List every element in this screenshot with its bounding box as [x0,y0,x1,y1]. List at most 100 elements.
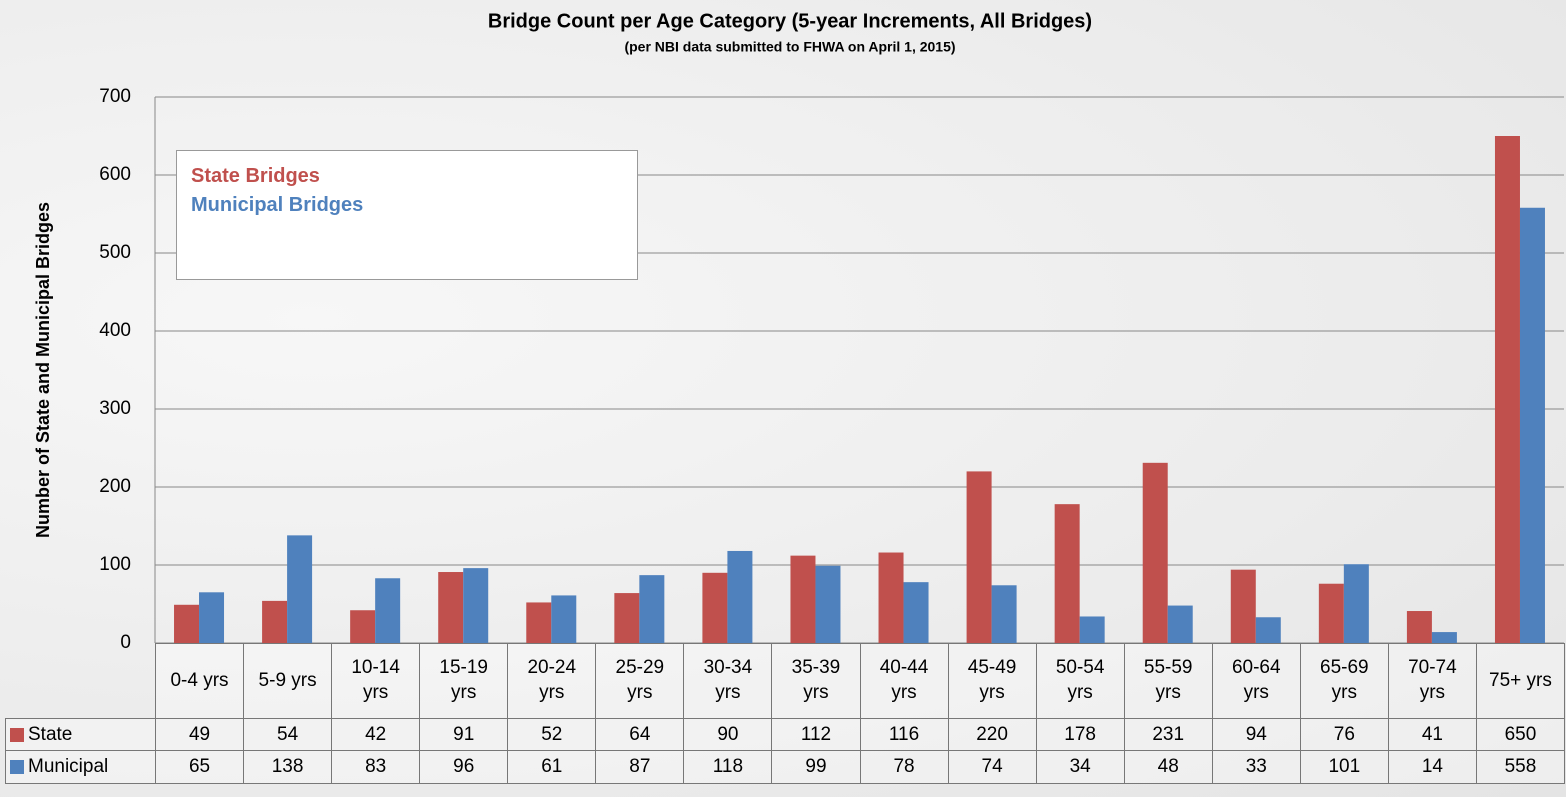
bar [639,575,665,643]
x-tick-label: 50-54 yrs [1055,657,1105,703]
x-tick-label: 45-49 yrs [967,657,1017,703]
x-tick-label: 40-44 yrs [879,657,929,703]
x-tick-label: 5-9 yrs [258,669,317,691]
table-value: 74 [947,750,1037,784]
table-value: 64 [595,718,685,751]
table-value: 650 [1475,718,1565,751]
bar [1343,564,1369,643]
bar [1255,617,1281,643]
x-tick-label: 20-24 yrs [527,657,577,703]
x-tick-label: 65-69 yrs [1320,657,1369,703]
category-cell: 35-39 yrs [771,643,861,719]
table-value: 178 [1035,718,1125,751]
category-cell: 15-19 yrs [419,643,509,719]
bar [438,572,464,643]
table-value: 42 [331,718,421,751]
table-value: 14 [1387,750,1477,784]
y-tick-label: 300 [99,398,131,419]
bar [1230,569,1256,643]
table-value: 87 [595,750,685,784]
table-value: 65 [155,750,245,784]
y-tick-label: 200 [99,476,131,497]
category-cell: 20-24 yrs [507,643,597,719]
legend: State Bridges Municipal Bridges [176,150,638,280]
bar [375,578,401,643]
table-value: 220 [947,718,1037,751]
table-value: 116 [859,718,949,751]
y-tick-label: 600 [99,164,131,185]
table-value: 76 [1299,718,1389,751]
legend-key [10,760,24,774]
y-tick-label: 100 [99,554,131,575]
table-value: 90 [683,718,773,751]
table-value: 49 [155,718,245,751]
table-value: 83 [331,750,421,784]
bar [1318,583,1344,643]
category-cell: 55-59 yrs [1123,643,1213,719]
category-cell: 30-34 yrs [683,643,773,719]
x-tick-label: 30-34 yrs [703,657,753,703]
table-value: 52 [507,718,597,751]
category-cell: 0-4 yrs [155,643,245,719]
category-cell: 5-9 yrs [243,643,333,719]
table-value: 99 [771,750,861,784]
table-value: 34 [1035,750,1125,784]
table-value: 101 [1299,750,1389,784]
table-value: 231 [1123,718,1213,751]
y-axis-label: Number of State and Municipal Bridges [33,202,53,538]
bar [350,610,376,643]
table-value: 118 [683,750,773,784]
y-tick-label: 0 [120,632,131,653]
x-tick-label: 0-4 yrs [170,669,229,691]
bar [815,565,841,643]
table-value: 33 [1211,750,1301,784]
table-row-header: Municipal [5,750,156,784]
category-cell: 40-44 yrs [859,643,949,719]
table-value: 41 [1387,718,1477,751]
bar [1519,207,1545,643]
bar [966,471,992,643]
chart-subtitle: (per NBI data submitted to FHWA on April… [624,39,955,55]
table-value: 48 [1123,750,1213,784]
bar [262,600,288,643]
bar [878,552,904,643]
y-tick-label: 500 [99,242,131,263]
category-cell: 50-54 yrs [1035,643,1125,719]
category-cell: 25-29 yrs [595,643,685,719]
table-value: 112 [771,718,861,751]
series-name: State [28,723,73,745]
bar [551,595,577,643]
x-tick-label: 15-19 yrs [439,657,489,703]
series-name: Municipal [28,756,109,777]
bar [991,585,1017,643]
table-value: 96 [419,750,509,784]
bar [1494,136,1520,643]
category-cell: 65-69 yrs [1299,643,1389,719]
category-cell: 75+ yrs [1475,643,1565,719]
bar [287,535,313,643]
bar [174,604,200,643]
y-tick-label: 700 [99,86,131,107]
x-tick-label: 70-74 yrs [1408,657,1457,703]
bar [526,602,552,643]
table-value: 138 [243,750,333,784]
x-tick-label: 60-64 yrs [1231,657,1281,703]
x-tick-label: 25-29 yrs [615,657,665,703]
x-tick-label: 10-14 yrs [351,657,400,703]
bar [903,582,929,643]
bar [702,572,728,643]
table-value: 558 [1475,750,1565,784]
bar [199,592,225,643]
bar [1054,504,1080,643]
x-tick-label: 55-59 yrs [1143,657,1193,703]
bar [463,568,489,643]
category-cell: 10-14 yrs [331,643,421,719]
bar [614,593,640,643]
legend-entry: State Bridges [191,165,320,187]
category-cell: 45-49 yrs [947,643,1037,719]
x-tick-label: 35-39 yrs [791,657,841,703]
bar [727,550,753,643]
table-row-header: State [5,718,156,751]
category-cell: 70-74 yrs [1387,643,1477,719]
